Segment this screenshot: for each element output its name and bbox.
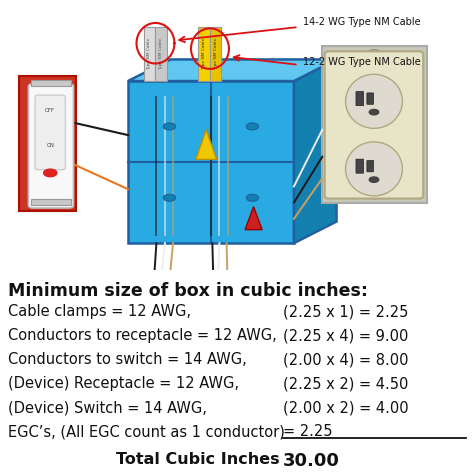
Text: Total Cubic Inches: Total Cubic Inches [117,452,280,467]
Text: Minimum size of box in cubic inches:: Minimum size of box in cubic inches: [8,282,368,300]
Text: = 2.25: = 2.25 [283,424,332,439]
Circle shape [44,169,57,177]
Text: Cable clamps = 12 AWG,: Cable clamps = 12 AWG, [8,304,191,319]
Bar [31,80,71,86]
Bar [128,81,294,243]
Circle shape [163,194,175,201]
Text: ON: ON [46,144,54,148]
Bar [31,199,71,205]
FancyBboxPatch shape [356,91,364,106]
Circle shape [367,190,382,199]
Text: (2.00 x 4) = 8.00: (2.00 x 4) = 8.00 [283,352,409,367]
Text: (2.25 x 2) = 4.50: (2.25 x 2) = 4.50 [283,376,409,391]
Text: Conductors to switch = 14 AWG,: Conductors to switch = 14 AWG, [8,352,247,367]
Polygon shape [245,207,262,230]
Bar [144,27,155,81]
Bar [210,27,221,81]
FancyBboxPatch shape [28,84,73,208]
Ellipse shape [346,142,402,196]
FancyBboxPatch shape [367,161,374,172]
Polygon shape [294,59,337,243]
FancyBboxPatch shape [356,159,364,173]
Text: EGC’s, (All EGC count as 1 conductor): EGC’s, (All EGC count as 1 conductor) [8,424,285,439]
Text: OFF: OFF [45,108,55,113]
Circle shape [246,123,259,130]
Text: 14-2 WG Type NM Cable: 14-2 WG Type NM Cable [303,17,421,27]
Text: 30.00: 30.00 [283,452,340,470]
Text: (Device) Switch = 14 AWG,: (Device) Switch = 14 AWG, [8,400,207,415]
Text: Type NM Cable: Type NM Cable [202,38,206,70]
Text: Conductors to receptacle = 12 AWG,: Conductors to receptacle = 12 AWG, [8,328,277,343]
FancyBboxPatch shape [325,51,423,199]
Text: Type NM Cable: Type NM Cable [147,38,151,70]
Circle shape [163,123,175,130]
Text: (Device) Receptacle = 12 AWG,: (Device) Receptacle = 12 AWG, [8,376,239,391]
Text: (2.25 x 4) = 9.00: (2.25 x 4) = 9.00 [283,328,409,343]
Text: 12-2 WG Type NM Cable: 12-2 WG Type NM Cable [303,57,421,67]
Bar [155,27,167,81]
FancyBboxPatch shape [367,93,374,104]
Text: Type NM Cable: Type NM Cable [159,38,163,70]
Bar [198,27,210,81]
Polygon shape [196,130,217,159]
Text: (2.25 x 1) = 2.25: (2.25 x 1) = 2.25 [283,304,409,319]
Ellipse shape [346,74,402,128]
Circle shape [367,50,382,58]
FancyBboxPatch shape [35,95,65,170]
Text: (2.00 x 2) = 4.00: (2.00 x 2) = 4.00 [283,400,409,415]
Circle shape [369,177,379,182]
Bar [322,46,427,203]
Polygon shape [128,59,337,81]
Bar [19,76,76,211]
Text: Type NM Cable: Type NM Cable [214,38,218,70]
Circle shape [369,109,379,115]
Circle shape [246,194,259,201]
